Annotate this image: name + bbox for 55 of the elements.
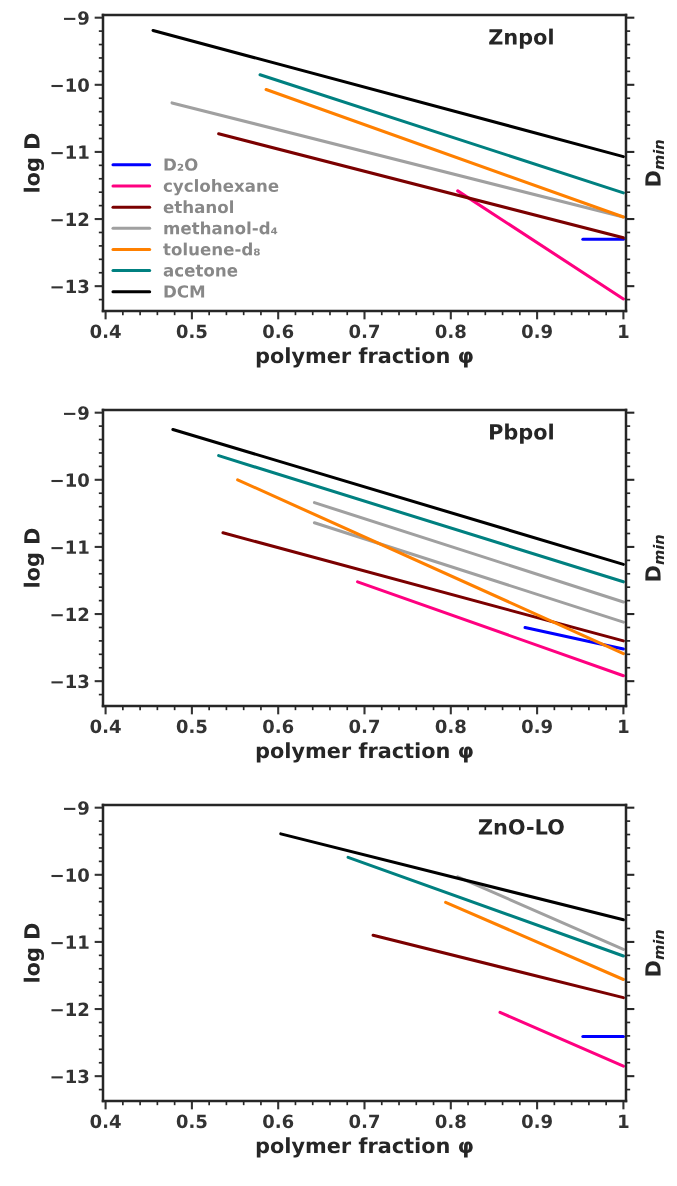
x-tick-label: 0.8 xyxy=(435,719,466,734)
x-tick-label: 0.9 xyxy=(521,324,552,339)
x-tick-label: 0.5 xyxy=(176,324,207,339)
y-axis-title: log D xyxy=(23,133,44,192)
y2-axis-title: D$_{min}$ xyxy=(645,140,664,186)
legend-label: methanol-d₄ xyxy=(164,221,278,235)
x-tick-label: 0.5 xyxy=(176,719,207,734)
x-axis-title: polymer fraction φ xyxy=(256,347,473,368)
x-tick-label: 0.6 xyxy=(263,324,294,339)
y-tick-label: −12 xyxy=(51,1002,89,1016)
y-tick-label: −10 xyxy=(51,868,89,882)
y-tick-label: −9 xyxy=(64,406,89,420)
x-tick-label: 0.6 xyxy=(263,719,294,734)
x-tick-label: 0.7 xyxy=(349,324,380,339)
x-tick-label: 0.4 xyxy=(90,719,121,734)
x-tick-label: 0.5 xyxy=(176,1114,207,1129)
x-tick-label: 0.4 xyxy=(90,324,121,339)
y-tick-label: −9 xyxy=(64,11,89,25)
y-tick-label: −10 xyxy=(51,78,89,92)
x-axis-title: polymer fraction φ xyxy=(256,742,473,763)
x-axis-title: polymer fraction φ xyxy=(256,1137,473,1158)
y-tick-label: −11 xyxy=(51,935,89,949)
y-tick-label: −11 xyxy=(51,145,89,159)
x-tick-label: 0.6 xyxy=(263,1114,294,1129)
y-tick-label: −10 xyxy=(51,473,89,487)
legend-label: acetone xyxy=(163,264,238,277)
text: Znpol xyxy=(489,28,553,49)
legend-label: D₂O xyxy=(164,158,198,171)
x-tick-label: 0.8 xyxy=(435,1114,466,1129)
y-tick-label: −11 xyxy=(51,540,89,554)
x-tick-label: 1 xyxy=(619,324,629,338)
text: ZnO-LO xyxy=(478,818,564,835)
y-tick-label: −13 xyxy=(51,1069,89,1084)
x-tick-label: 0.7 xyxy=(349,719,380,734)
x-tick-label: 0.9 xyxy=(521,719,552,734)
legend-label: toluene-d₈ xyxy=(163,242,260,256)
y-tick-label: −12 xyxy=(51,212,89,226)
legend-label: cyclohexane xyxy=(163,179,279,196)
y-axis-title: log D xyxy=(23,923,44,982)
y2-axis-title: D$_{min}$ xyxy=(645,930,664,976)
x-tick-label: 0.4 xyxy=(90,1114,121,1129)
y-tick-label: −9 xyxy=(64,801,89,815)
y-axis-title: log D xyxy=(23,528,44,587)
text: Pbpol xyxy=(490,423,553,444)
x-tick-label: 0.8 xyxy=(435,324,466,339)
x-tick-label: 1 xyxy=(619,1114,629,1128)
x-tick-label: 1 xyxy=(619,719,629,733)
x-tick-label: 0.9 xyxy=(521,1114,552,1129)
y-tick-label: −13 xyxy=(51,674,89,689)
y-tick-label: −12 xyxy=(51,607,89,621)
x-tick-label: 0.7 xyxy=(349,1114,380,1129)
legend-label: DCM xyxy=(164,285,205,298)
legend-label: ethanol xyxy=(163,200,234,214)
y-tick-label: −13 xyxy=(51,279,89,294)
y2-axis-title: D$_{min}$ xyxy=(645,535,664,581)
